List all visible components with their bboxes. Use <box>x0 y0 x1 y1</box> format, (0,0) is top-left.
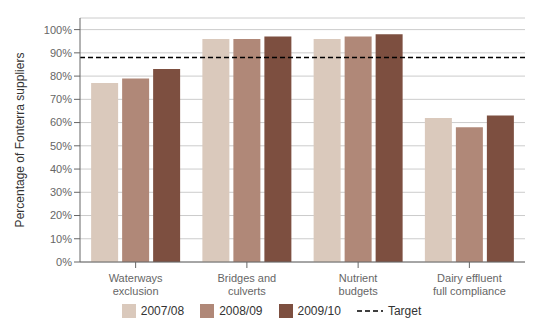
svg-text:60%: 60% <box>50 116 72 128</box>
svg-text:40%: 40% <box>50 163 72 175</box>
svg-text:80%: 80% <box>50 70 72 82</box>
svg-text:90%: 90% <box>50 47 72 59</box>
svg-text:70%: 70% <box>50 93 72 105</box>
svg-text:Waterwaysexclusion: Waterwaysexclusion <box>109 272 163 297</box>
html-text:2008/09: 2008/09 <box>219 304 263 318</box>
svg-text:100%: 100% <box>44 24 72 36</box>
svg-text:Nutrientbudgets: Nutrientbudgets <box>339 272 379 297</box>
html-text:2009/10: 2009/10 <box>297 304 341 318</box>
svg-text:10%: 10% <box>50 233 72 245</box>
html-text:Target: Target <box>387 304 422 318</box>
svg-text:Dairy effluentfull compliance: Dairy effluentfull compliance <box>433 272 506 297</box>
svg-text:50%: 50% <box>50 140 72 152</box>
svg-text:20%: 20% <box>50 209 72 221</box>
svg-text:30%: 30% <box>50 186 72 198</box>
svg-text:Bridges andculverts: Bridges andculverts <box>218 272 277 297</box>
svg-text:0%: 0% <box>56 256 72 268</box>
svg-text:Percentage of Fonterra supplie: Percentage of Fonterra suppliers <box>13 53 27 228</box>
html-text:2007/08: 2007/08 <box>140 304 185 318</box>
